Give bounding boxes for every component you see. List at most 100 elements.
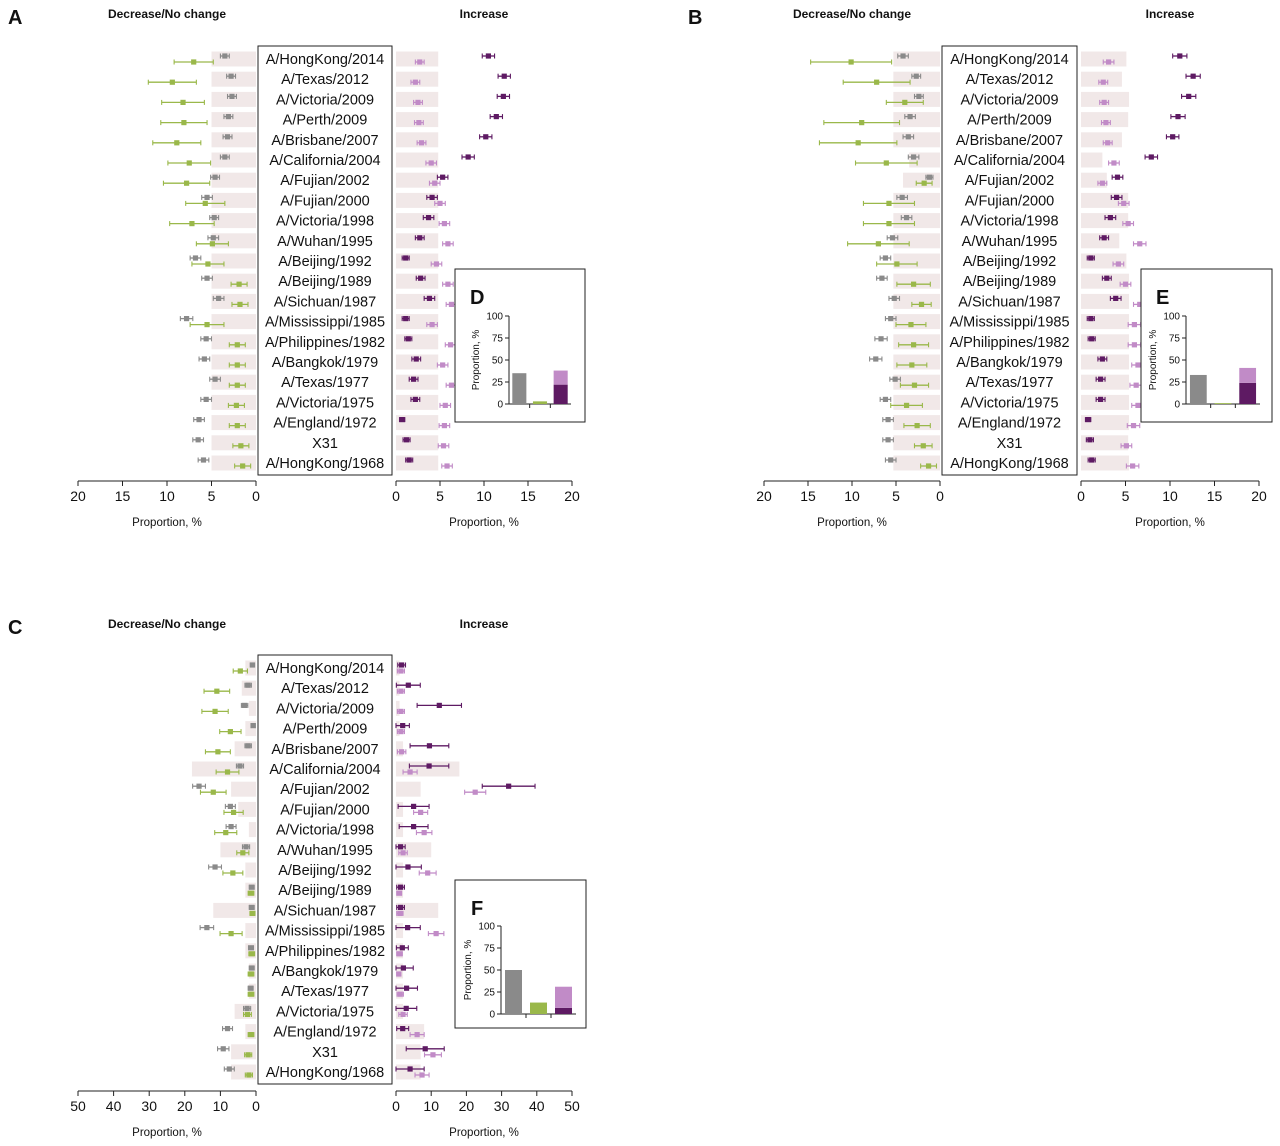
gray-estimate	[242, 1005, 252, 1011]
gray-estimate-point	[888, 457, 894, 463]
light-purple-estimate	[1127, 342, 1142, 348]
light-purple-estimate-point	[441, 423, 447, 429]
dark-purple-estimate-point	[1101, 235, 1107, 241]
light-purple-estimate	[444, 342, 457, 348]
gray-estimate	[224, 803, 236, 809]
dark-purple-estimate	[1086, 255, 1095, 261]
gray-estimate	[222, 134, 233, 140]
green-estimate	[219, 931, 243, 937]
gray-estimate-point	[249, 662, 256, 668]
dark-purple-estimate-point	[426, 763, 432, 769]
dark-purple-estimate-point	[1107, 215, 1113, 221]
green-estimate-point	[249, 910, 256, 916]
right-band	[396, 172, 439, 188]
dark-purple-estimate-point	[403, 255, 409, 261]
dark-purple-estimate-point	[403, 316, 409, 322]
right-band	[396, 132, 439, 148]
right-band	[396, 983, 404, 999]
right-band	[396, 51, 439, 67]
light-purple-estimate	[1102, 59, 1115, 65]
dark-purple-estimate	[415, 275, 426, 281]
green-estimate-point	[909, 362, 915, 368]
light-purple-estimate	[418, 870, 437, 876]
light-purple-estimate	[428, 180, 441, 186]
right-band	[396, 660, 400, 676]
dark-purple-estimate-point	[403, 1005, 409, 1011]
gray-estimate	[221, 1026, 234, 1032]
gray-estimate	[197, 457, 210, 463]
dark-purple-estimate	[461, 154, 475, 160]
gray-estimate-point	[885, 437, 891, 443]
dark-purple-estimate-point	[500, 93, 506, 99]
dark-purple-estimate	[396, 1026, 410, 1032]
light-purple-estimate-point	[407, 769, 413, 775]
dark-purple-estimate	[395, 1005, 418, 1011]
green-estimate-point	[245, 1052, 251, 1058]
tick-label: 15	[1207, 488, 1223, 504]
dark-purple-estimate-point	[485, 53, 491, 59]
light-purple-estimate-point	[419, 1072, 425, 1078]
green-estimate	[189, 322, 225, 328]
gray-estimate	[226, 73, 237, 79]
gray-estimate-point	[196, 417, 202, 423]
dark-purple-estimate-point	[1089, 457, 1095, 463]
left-band	[893, 132, 940, 148]
light-purple-estimate	[1126, 423, 1141, 429]
strain-label: A/Perth/2009	[283, 722, 368, 738]
strain-label: A/Victoria/1975	[960, 395, 1058, 411]
tick-label: 10	[423, 1098, 439, 1114]
header-decrease: Decrease/No change	[108, 7, 226, 21]
light-purple-estimate-point	[396, 951, 403, 957]
light-purple-estimate-point	[445, 281, 451, 287]
gray-estimate	[882, 437, 894, 443]
dark-purple-estimate-point	[426, 743, 433, 749]
strain-label: A/Bangkok/1979	[272, 355, 378, 371]
strain-label: A/Fujian/2000	[280, 802, 369, 818]
light-purple-estimate	[414, 59, 425, 65]
dark-purple-estimate	[405, 1046, 445, 1052]
panel-letter: C	[8, 617, 22, 639]
strain-label: A/Mississippi/1985	[265, 315, 385, 331]
right-band	[396, 233, 439, 249]
light-purple-estimate-point	[418, 809, 424, 815]
left-band	[211, 192, 256, 208]
light-purple-estimate-point	[1122, 281, 1129, 287]
gray-estimate	[882, 417, 894, 423]
tick-label: 50	[564, 1098, 580, 1114]
green-estimate-point	[883, 160, 889, 166]
tick-label: 5	[892, 488, 900, 504]
dark-purple-estimate-point	[1097, 376, 1104, 382]
green-estimate	[204, 749, 231, 755]
green-estimate-point	[228, 931, 234, 937]
gray-estimate-point	[250, 723, 256, 729]
gray-estimate-point	[211, 215, 217, 221]
left-band	[245, 721, 256, 737]
gray-estimate-point	[201, 356, 207, 362]
right-band	[396, 91, 439, 107]
right-band	[1081, 132, 1122, 148]
inset-tick-label: 50	[492, 356, 504, 367]
dark-purple-estimate-point	[411, 376, 417, 382]
inset-bar	[1214, 403, 1232, 404]
axis-title: Proportion, %	[132, 1127, 202, 1139]
light-purple-estimate	[1120, 443, 1133, 449]
right-band	[396, 1003, 404, 1019]
right-band	[1081, 354, 1130, 370]
inset-y-title: Proportion, %	[463, 940, 474, 1001]
strain-label: A/Fujian/2002	[280, 782, 369, 798]
right-band	[1081, 374, 1130, 390]
inset-y-title: Proportion, %	[1148, 330, 1159, 391]
green-estimate-point	[902, 99, 908, 105]
green-estimate	[222, 870, 244, 876]
right-band	[396, 680, 400, 696]
green-estimate	[895, 322, 927, 328]
light-purple-estimate-point	[448, 382, 455, 388]
inset-tick-label: 50	[484, 966, 496, 977]
dark-purple-estimate-point	[1190, 73, 1196, 79]
tick-label: 30	[494, 1098, 510, 1114]
green-estimate	[842, 79, 911, 85]
light-purple-estimate	[1098, 79, 1109, 85]
light-purple-estimate-point	[418, 140, 425, 146]
dark-purple-estimate	[481, 783, 536, 789]
dark-purple-estimate	[1084, 417, 1092, 423]
